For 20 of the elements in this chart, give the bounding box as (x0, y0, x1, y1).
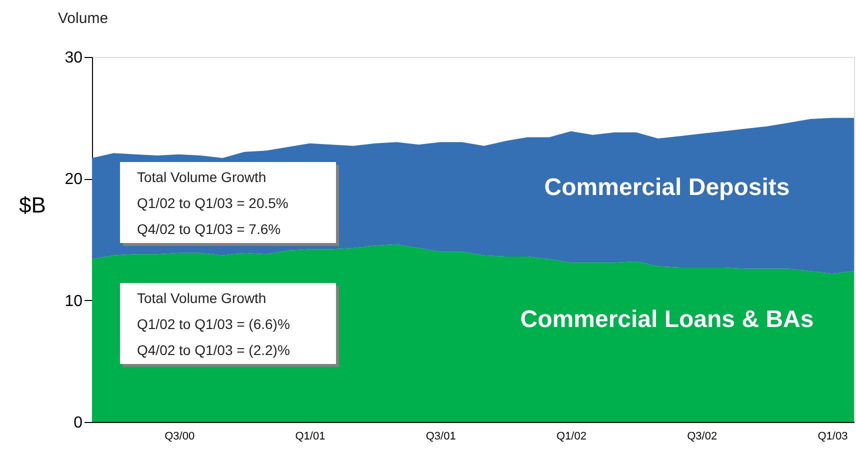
annotation: Q1/02 to Q1/03 = 20.5% (137, 195, 288, 211)
series-label: Commercial Loans & BAs (520, 306, 814, 333)
y-tick-label: 10 (64, 292, 83, 310)
y-axis-title: $B (19, 192, 46, 218)
y-tick-label: 30 (64, 50, 83, 66)
annotation: Q4/02 to Q1/03 = 7.6% (137, 221, 281, 237)
x-tick-label: Q3/00 (164, 430, 195, 442)
annotation: Total Volume Growth (137, 290, 266, 306)
x-tick-label: Q1/03 (818, 430, 848, 442)
x-tick-label: Q1/01 (295, 430, 326, 442)
x-tick-label: Q3/01 (426, 430, 456, 442)
annotation: Total Volume Growth (137, 169, 266, 185)
annotation: Q4/02 to Q1/03 = (2.2)% (137, 342, 290, 358)
annotation: Q1/02 to Q1/03 = (6.6)% (137, 316, 290, 332)
x-tick-label: Q1/02 (556, 430, 586, 442)
x-tick-label: Q3/02 (687, 430, 718, 442)
series-label: Commercial Deposits (544, 174, 790, 201)
y-tick-label: 0 (74, 414, 83, 432)
chart-title: Volume (58, 10, 108, 27)
y-tick-label: 20 (64, 171, 83, 188)
